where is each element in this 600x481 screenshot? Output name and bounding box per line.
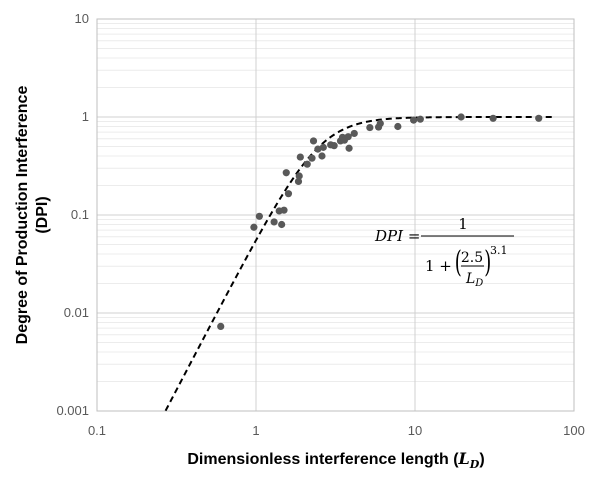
- formula-frac-den: LD: [465, 271, 483, 289]
- data-point: [296, 153, 304, 161]
- data-point: [314, 145, 322, 153]
- data-point: [330, 142, 338, 150]
- y-tick-label: 1: [82, 109, 89, 124]
- y-tick-label: 10: [75, 11, 89, 26]
- x-tick-label: 0.1: [88, 423, 106, 438]
- y-axis-label-line2: (DPI): [34, 196, 51, 233]
- formula-right-paren: ): [484, 244, 491, 279]
- plot-area-border: [96, 18, 575, 412]
- formula-frac-num: 2.5: [461, 250, 483, 266]
- y-tick-label: 0.001: [56, 403, 89, 418]
- formula-left-paren: (: [455, 244, 462, 279]
- data-point: [394, 122, 402, 131]
- x-axis-label: Dimensionless interference length (LD): [187, 449, 484, 471]
- x-tick-label: 1: [252, 423, 259, 438]
- y-axis-label: Degree of Production Interference (DPI): [14, 86, 51, 345]
- y-axis-ticks: 0.001 0.01 0.1 1 10: [56, 11, 89, 418]
- data-point: [250, 223, 258, 231]
- data-points: [217, 113, 543, 330]
- y-axis-label-line1: Degree of Production Interference: [14, 86, 31, 345]
- formula-den-prefix: 1 +: [425, 257, 452, 275]
- data-point: [366, 123, 374, 132]
- data-point: [410, 116, 418, 124]
- formula-exponent: 3.1: [490, 244, 508, 257]
- data-point: [284, 190, 293, 198]
- data-point: [278, 220, 286, 229]
- data-point: [270, 218, 278, 226]
- data-point: [318, 152, 326, 160]
- data-point: [280, 206, 288, 214]
- data-point: [344, 133, 352, 141]
- formula-lhs: DPI =: [374, 227, 420, 245]
- data-point: [319, 143, 327, 151]
- data-point: [489, 114, 497, 122]
- x-tick-label: 10: [408, 423, 422, 438]
- data-point: [376, 119, 384, 128]
- formula-annotation: DPI = 1 1 + ( 2.5 LD ) 3.1: [374, 215, 514, 289]
- data-point: [535, 114, 543, 122]
- data-point: [303, 160, 311, 168]
- data-point: [345, 144, 353, 152]
- fit-curve-dashed: [164, 116, 555, 412]
- x-axis-ticks: 0.1 1 10 100: [88, 423, 585, 438]
- data-point: [295, 172, 303, 180]
- data-point: [255, 212, 263, 220]
- data-point: [217, 322, 225, 330]
- formula-numerator: 1: [458, 215, 468, 233]
- y-tick-label: 0.01: [64, 305, 89, 320]
- data-point: [416, 115, 424, 123]
- y-tick-label: 0.1: [71, 207, 89, 222]
- data-point: [282, 169, 290, 177]
- data-point: [350, 129, 358, 138]
- x-tick-label: 100: [563, 423, 585, 438]
- data-point: [294, 177, 303, 186]
- data-point: [308, 154, 316, 162]
- gridlines: [96, 18, 575, 412]
- data-point: [309, 137, 318, 145]
- data-point: [457, 113, 465, 121]
